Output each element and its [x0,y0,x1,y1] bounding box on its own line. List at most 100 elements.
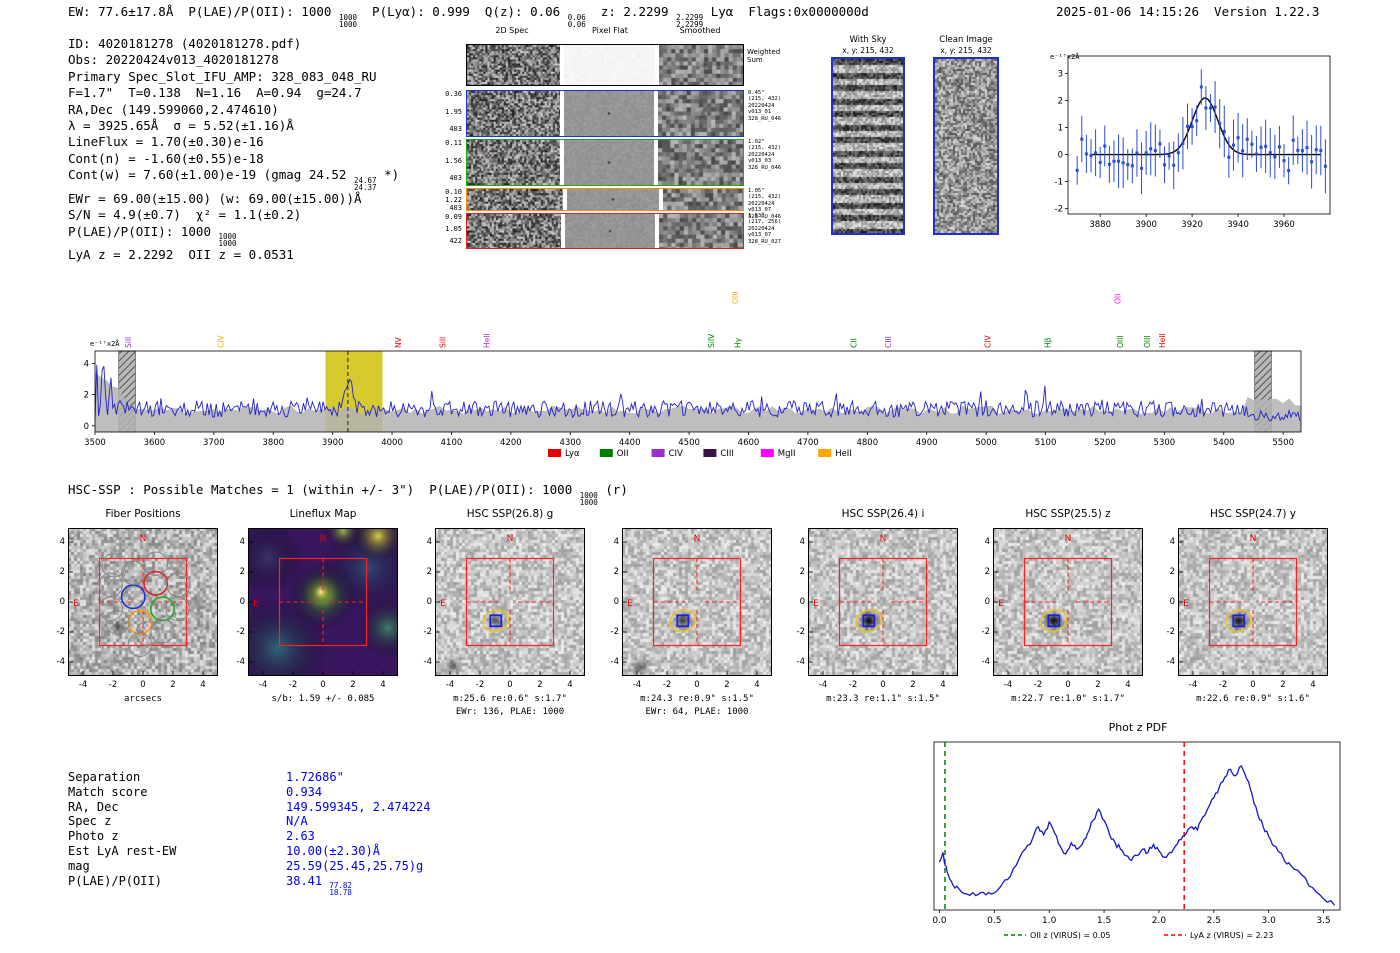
match-row: Separation 1.72686" [68,770,431,785]
svg-text:OII: OII [1114,294,1123,304]
svg-text:2.5: 2.5 [1207,916,1221,926]
match-label: Spec z [68,814,112,829]
spec2d-image [467,214,561,248]
svg-text:E: E [253,599,259,609]
svg-text:4700: 4700 [797,438,819,448]
match-value: N/A [286,814,308,829]
cutout-ytick: 4 [426,537,432,547]
svg-text:2: 2 [1058,97,1063,107]
cutout-xtick: 4 [380,680,386,690]
info-line: LineFlux = 1.70(±0.30)e-16 [68,134,264,150]
cutout-xtick: -4 [818,680,828,690]
cutout-xtick: 0 [140,680,146,690]
match-value: 1.72686" [286,770,344,784]
svg-text:4800: 4800 [856,438,878,448]
line-fit-plot: 3880 3900 3920 3940 3960 -2 -1 0 1 2 3 [1055,55,1331,230]
cutout-ytick: 0 [426,597,432,607]
cutout-caption: m:25.6 re:0.6" s:1.7" [453,694,567,704]
clean-image-title: Clean Image [939,35,993,45]
svg-text:3600: 3600 [144,438,166,448]
cutout-ytick: -2 [981,627,990,637]
svg-text:N: N [140,534,147,544]
svg-text:0: 0 [84,422,89,432]
cutout-ytick: 0 [1169,597,1175,607]
svg-text:OIII: OIII [731,291,740,304]
with-sky-title: With Sky [849,35,887,45]
cutout-ytick: -2 [1166,627,1175,637]
info-line: P(LAE)/P(OII): 1000 1000 1000 [68,223,237,249]
smoothed-image [658,140,743,185]
svg-text:3800: 3800 [262,438,284,448]
cutout-xtick: 4 [1125,680,1131,690]
svg-text:OII z (VIRUS) = 0.05: OII z (VIRUS) = 0.05 [1030,931,1110,940]
match-label: P(LAE)/P(OII) [68,873,162,888]
cutout-xtick: 2 [910,680,916,690]
cutout-xtick: 2 [350,680,356,690]
cutout-xtick: 4 [940,680,946,690]
svg-text:3.5: 3.5 [1316,916,1330,926]
cutout-overlay: NE [68,528,218,676]
cutout-ytick: -4 [423,657,432,667]
cutout-ytick: -2 [236,627,245,637]
svg-text:3880: 3880 [1089,220,1111,230]
cutout-ytick: 2 [426,567,432,577]
detection-info-block: ID: 4020181278 (4020181278.pdf) Obs: 2022… [68,36,399,263]
cutout-ytick: -2 [796,627,805,637]
cutout-overlay: NE [622,528,772,676]
cutout-caption-2: EWr: 136, PLAE: 1000 [455,707,565,717]
svg-text:5500: 5500 [1272,438,1294,448]
svg-text:-2: -2 [1055,205,1063,215]
match-table: Separation 1.72686" Match score 0.934 RA, De… [68,770,431,898]
cutout-xtick: -4 [78,680,88,690]
svg-text:SiIV: SiIV [707,333,716,348]
cutout-canvas [1178,528,1328,676]
cutout-overlay: NE [435,528,585,676]
with-sky-canvas [833,59,903,233]
cutout-ytick: 0 [799,597,805,607]
svg-text:3500: 3500 [84,438,106,448]
cutout-overlay: NE [248,528,398,676]
cutout-ytick: 0 [613,597,619,607]
cutout-title: HSC SSP(25.5) z [1025,508,1111,520]
stacked-fraction: 1000 1000 [338,12,357,29]
full-spectrum-ylabel: e⁻¹⁷x2Å [90,340,120,348]
svg-text:4200: 4200 [500,438,522,448]
match-value: 38.41 77.82 18.78 [286,873,352,898]
match-row: P(LAE)/P(OII) 38.41 77.82 18.78 [68,873,431,898]
svg-text:4100: 4100 [441,438,463,448]
cutout-canvas [993,528,1143,676]
cutout-caption: m:23.3 re:1.1" s:1.5" [826,694,940,704]
stacked-fraction: 1000 1000 [579,490,598,507]
cutout-ytick: 2 [799,567,805,577]
smoothed-image [658,45,743,85]
stacked-fraction: 77.82 18.78 [329,881,352,898]
svg-text:4900: 4900 [916,438,938,448]
svg-text:0.0: 0.0 [932,916,947,926]
svg-text:1.5: 1.5 [1097,916,1111,926]
svg-text:CIII: CIII [720,449,733,459]
svg-text:LyA z (VIRUS) = 2.23: LyA z (VIRUS) = 2.23 [1190,931,1273,940]
cutout-ytick: 2 [1169,567,1175,577]
svg-text:0.5: 0.5 [987,916,1001,926]
cutout-ytick: -4 [1166,657,1175,667]
cutout-xtick: -2 [848,680,858,690]
cutout-caption: m:22.6 re:0.9" s:1.6" [1196,694,1310,704]
svg-text:N: N [694,534,701,544]
spec2d-fiber-strip [466,213,744,249]
full-spectrum-plot: 3500 3600 3700 3800 3900 4000 4100 4200 4300 4400… [84,291,1302,459]
svg-text:-1: -1 [1055,178,1063,188]
spec2d-column-title-smoothed: Smoothed [679,26,721,35]
info-line: LyA z = 2.2292 OII z = 0.0531 [68,247,294,263]
svg-text:HeII: HeII [835,449,852,459]
svg-text:5200: 5200 [1094,438,1116,448]
svg-text:3900: 3900 [322,438,344,448]
cutout-xtick: -2 [662,680,672,690]
cutout-ytick: -4 [796,657,805,667]
svg-text:HeII: HeII [483,333,492,348]
